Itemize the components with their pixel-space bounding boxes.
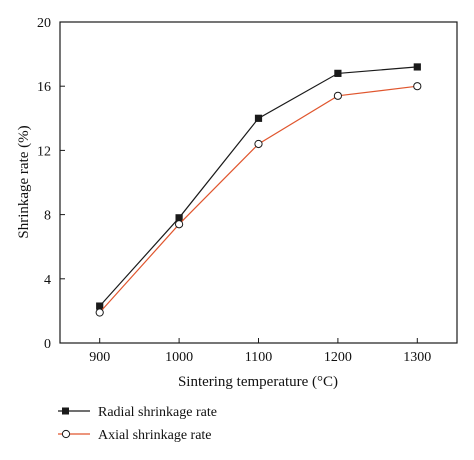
series-line [99,66,418,307]
x-tick-label: 1200 [324,350,352,365]
data-point [333,91,342,100]
series-axial [95,82,422,317]
y-tick-label: 12 [37,144,51,159]
legend-marker-axial [61,429,71,439]
y-tick-label: 20 [37,16,51,31]
data-point [413,82,422,91]
legend-label-axial: Axial shrinkage rate [98,428,212,443]
x-axis-label: Sintering temperature (°C) [178,374,338,390]
series-radial [96,63,421,310]
legend-item-axial: Axial shrinkage rate [58,428,212,443]
x-tick-label: 1100 [245,350,272,365]
x-tick-label: 1300 [403,350,431,365]
y-tick-label: 0 [44,337,51,352]
y-tick-label: 4 [44,273,51,288]
data-point [254,114,263,122]
legend-marker-radial [62,407,69,415]
x-axis-ticks: 900 1000 1100 1200 1300 [89,338,431,365]
data-point [254,139,263,149]
series-layer [95,63,422,317]
y-tick-label: 8 [44,209,51,224]
y-axis-label: Shrinkage rate (%) [16,125,32,238]
y-tick-label: 16 [37,80,51,95]
data-point [334,69,342,77]
data-point [95,308,104,317]
plot-area [59,21,458,344]
legend: Radial shrinkage rate Axial shrinkage ra… [58,405,217,443]
data-point [175,220,184,229]
legend-item-radial: Radial shrinkage rate [58,405,217,420]
data-point [413,63,421,71]
y-axis-ticks: 0 4 8 12 16 20 [37,16,65,352]
x-tick-label: 900 [89,350,110,365]
data-point [96,302,104,310]
legend-label-radial: Radial shrinkage rate [98,405,217,420]
x-tick-label: 1000 [165,350,193,365]
plot-frame [59,21,458,344]
data-point [175,214,183,222]
